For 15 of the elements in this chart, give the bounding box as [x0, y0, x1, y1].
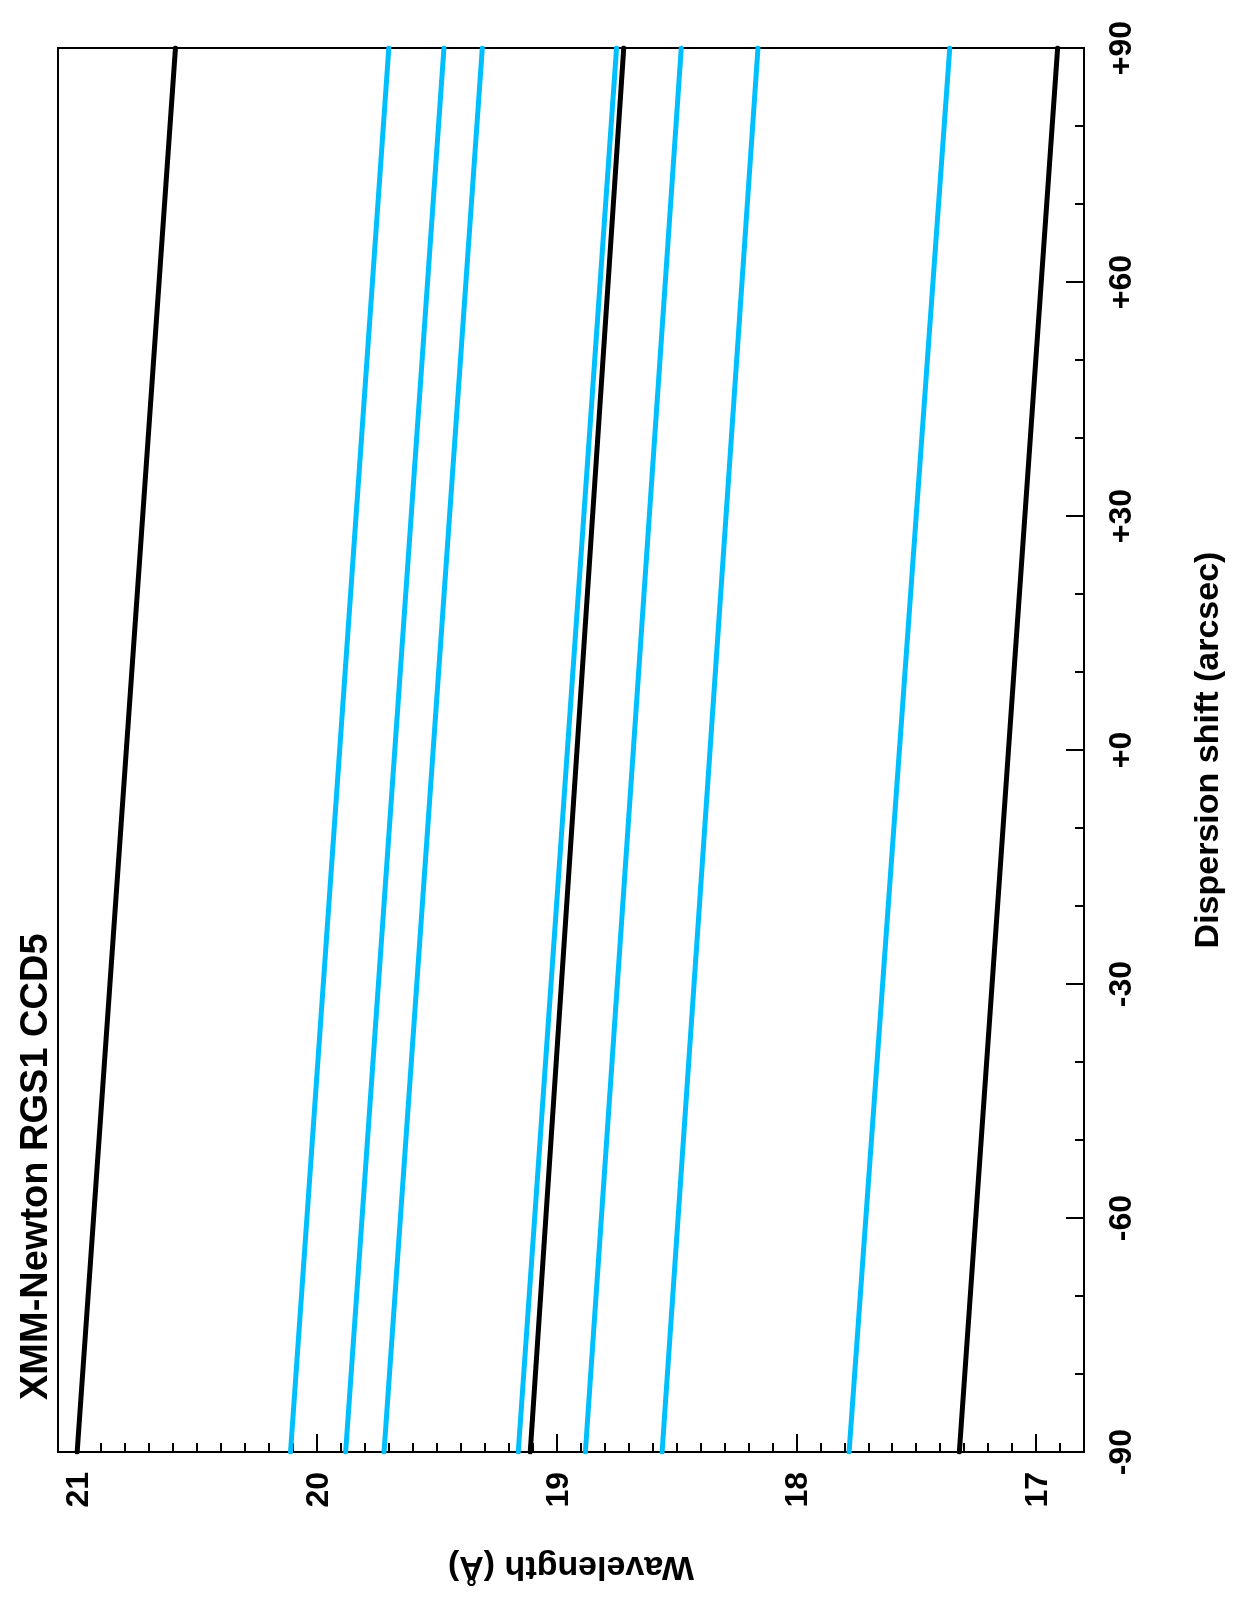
y-tick-label: +90	[1102, 20, 1138, 76]
y-tick-label: -30	[1102, 960, 1138, 1008]
x-tick-label: 19	[538, 1472, 575, 1508]
y-tick-label: +60	[1102, 254, 1138, 310]
y-tick-label: +0	[1102, 731, 1138, 769]
y-tick-label: -90	[1102, 1428, 1138, 1476]
x-tick-label: 21	[59, 1472, 96, 1508]
x-tick-label: 20	[298, 1472, 335, 1508]
y-axis-title: Dispersion shift (arcsec)	[1187, 551, 1225, 949]
x-tick-label: 18	[778, 1472, 815, 1508]
y-tick-label: -60	[1102, 1194, 1138, 1242]
x-axis-title: Wavelength (Å)	[447, 1550, 695, 1588]
text: XMM-Newton RGS1 CCD5	[13, 933, 55, 1400]
x-tick-label: 17	[1018, 1472, 1055, 1508]
y-tick-label: +30	[1102, 488, 1138, 544]
